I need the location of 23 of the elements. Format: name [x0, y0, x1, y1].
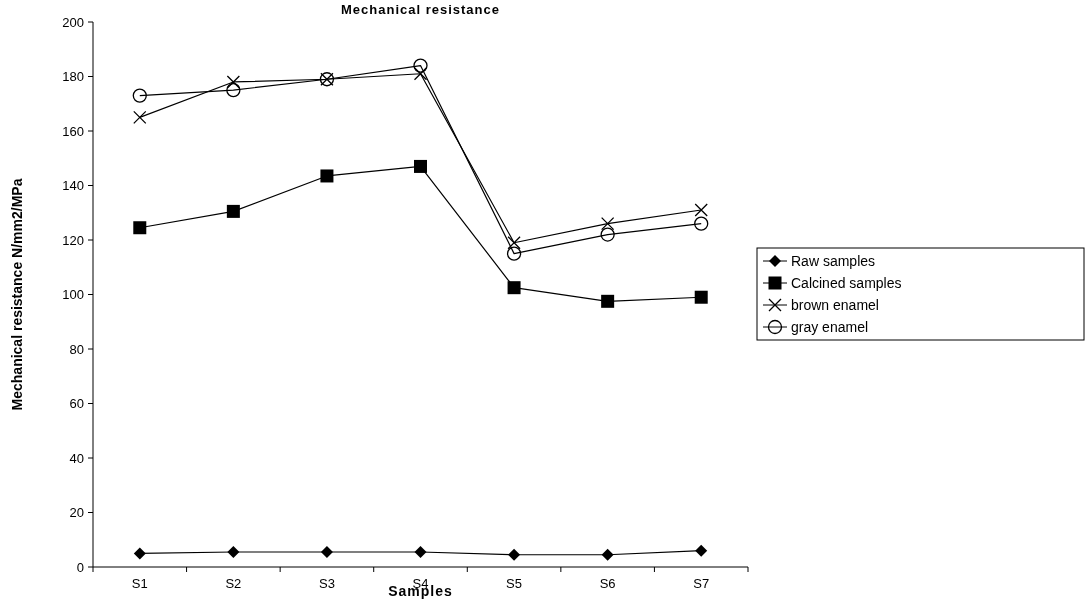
- legend-label: brown enamel: [791, 296, 879, 313]
- y-tick-label: 0: [76, 559, 84, 575]
- y-axis-title: Mechanical resistance N/mm2/MPa: [9, 178, 25, 411]
- y-tick-label: 200: [62, 14, 84, 30]
- y-tick-label: 80: [69, 341, 84, 357]
- legend-label: Calcined samples: [791, 274, 902, 291]
- chart-title: Mechanical resistance: [340, 2, 501, 17]
- x-tick-label: S1: [131, 576, 148, 591]
- legend-label: gray enamel: [791, 318, 869, 335]
- y-tick-label: 40: [69, 450, 84, 466]
- y-tick-label: 20: [69, 505, 84, 521]
- y-tick-label: 180: [62, 69, 84, 85]
- x-tick-label: S5: [506, 576, 523, 591]
- x-tick-label: S6: [599, 576, 616, 591]
- y-tick-label: 160: [62, 123, 84, 139]
- y-tick-label: 140: [62, 178, 84, 194]
- y-tick-label: 120: [62, 232, 84, 248]
- y-tick-label: 100: [62, 287, 84, 303]
- x-tick-label: S7: [693, 576, 710, 591]
- x-tick-label: S3: [318, 576, 335, 591]
- y-tick-label: 60: [69, 396, 84, 412]
- x-tick-label: S2: [225, 576, 242, 591]
- legend-label: Raw samples: [791, 252, 876, 269]
